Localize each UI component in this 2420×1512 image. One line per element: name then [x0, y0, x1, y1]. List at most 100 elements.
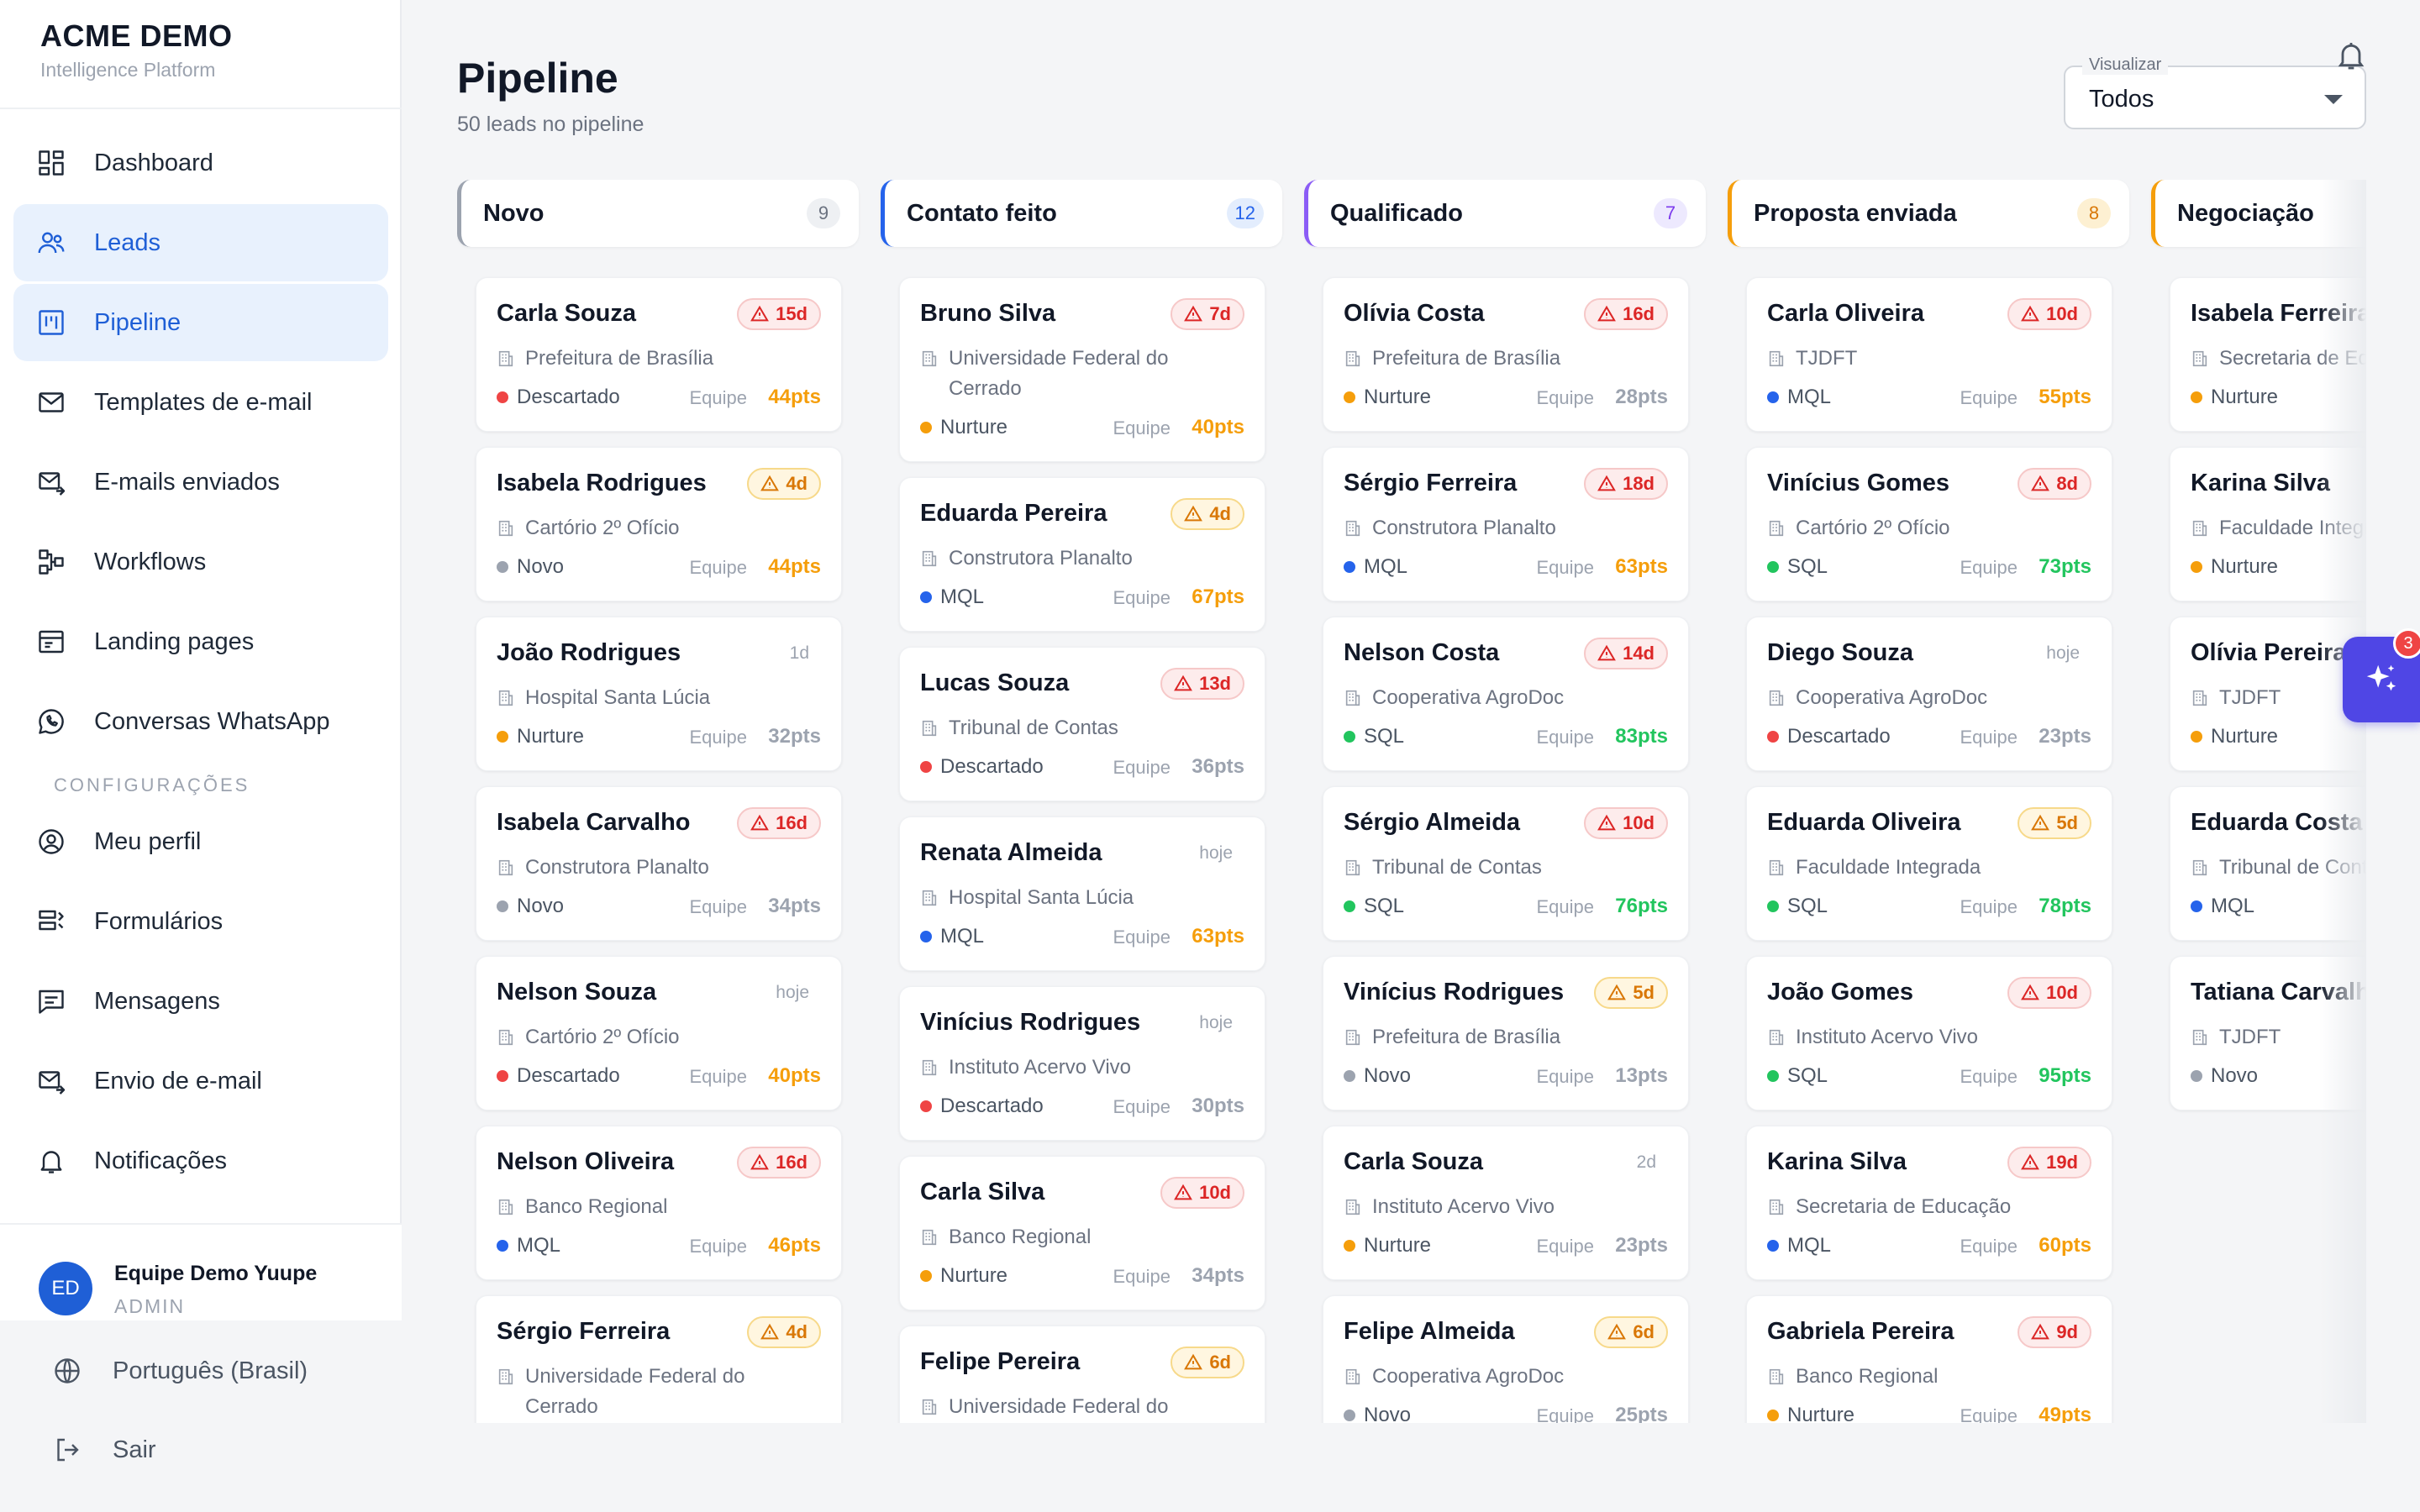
lead-card[interactable]: Vinícius Rodrigues hoje Instituto Acervo V…	[899, 986, 1265, 1141]
lead-card[interactable]: Vinícius Gomes 8d Cartório 2º Ofício SQL Equ…	[1746, 447, 2112, 601]
bell-icon[interactable]	[2334, 37, 2368, 74]
lead-card[interactable]: Olívia Costa 16d Prefeitura de Brasília Nur…	[1323, 277, 1689, 432]
lead-card[interactable]: Nelson Costa 14d Cooperativa AgroDoc SQL Equ…	[1323, 617, 1689, 771]
settings-item-1[interactable]: Formulários	[13, 883, 388, 960]
status-dot	[1344, 1070, 1355, 1082]
logout-button[interactable]: Sair	[52, 1435, 156, 1465]
settings-item-2[interactable]: Mensagens	[13, 963, 388, 1040]
lead-status: Descartado	[497, 386, 620, 409]
lead-card[interactable]: Karina Silva 19d Secretaria de Educação MQL…	[1746, 1126, 2112, 1280]
warning-icon	[760, 475, 780, 493]
status-dot	[1344, 1240, 1355, 1252]
warning-icon	[1184, 305, 1203, 323]
age-badge: 10d	[2007, 977, 2091, 1009]
settings-item-4[interactable]: Notificações	[13, 1122, 388, 1200]
language-selector[interactable]: Português (Brasil)	[52, 1356, 308, 1386]
lead-card[interactable]: Felipe Pereira 6d Universidade Federal do …	[899, 1326, 1265, 1423]
lead-owner: Equipe	[1113, 417, 1171, 438]
brand-name: ACME DEMO	[40, 18, 233, 53]
lead-card[interactable]: Isabela Carvalho 16d Construtora Planalto N…	[476, 786, 842, 941]
organization-name: Instituto Acervo Vivo	[949, 1056, 1132, 1079]
lead-organization: Cooperativa AgroDoc	[1344, 683, 1663, 713]
sidebar-item-landing-pages[interactable]: Landing pages	[13, 603, 388, 680]
lead-organization: Tribunal de Contas	[920, 713, 1239, 743]
lead-card[interactable]: Sérgio Ferreira 18d Construtora Planalto MQ…	[1323, 447, 1689, 601]
lead-card-footer: MQL Equipe 55pts	[1767, 386, 2091, 412]
sidebar-item-workflows[interactable]: Workflows	[13, 523, 388, 601]
lead-card[interactable]: Carla Souza 15d Prefeitura de Brasília Desc…	[476, 277, 842, 432]
lead-card[interactable]: Nelson Oliveira 16d Banco Regional MQL Equip…	[476, 1126, 842, 1280]
lead-status: Nurture	[1767, 1404, 1854, 1423]
user-profile[interactable]: ED Equipe Demo Yuupe ADMIN	[0, 1223, 402, 1320]
lead-name: João Rodrigues	[497, 639, 681, 666]
lead-organization: Instituto Acervo Vivo	[1344, 1192, 1663, 1222]
building-icon	[1767, 1362, 1796, 1392]
sidebar-item-leads[interactable]: Leads	[13, 204, 388, 281]
sidebar-item-templates-de-e-mail[interactable]: Templates de e-mail	[13, 364, 388, 441]
lead-card[interactable]: João Gomes 10d Instituto Acervo Vivo SQL Equ…	[1746, 956, 2112, 1110]
lead-organization: Prefeitura de Brasília	[1344, 1022, 1663, 1053]
lead-status: SQL	[1767, 895, 1828, 918]
sidebar-item-pipeline[interactable]: Pipeline	[13, 284, 388, 361]
lead-card-footer: MQL Equipe 67pts	[920, 585, 1244, 612]
organization-name: Instituto Acervo Vivo	[1796, 1026, 1979, 1048]
lead-card-footer: Descartado Equipe 40pts	[497, 1064, 821, 1091]
lead-card[interactable]: Lucas Souza 13d Tribunal de Contas Descarta…	[899, 647, 1265, 801]
sidebar-item-conversas-whatsapp[interactable]: Conversas WhatsApp	[13, 683, 388, 760]
lead-card[interactable]: Carla Silva 10d Banco Regional Nurture Equip…	[899, 1156, 1265, 1310]
sidebar-item-dashboard[interactable]: Dashboard	[13, 124, 388, 202]
language-label: Português (Brasil)	[113, 1357, 308, 1384]
lead-card[interactable]: Bruno Silva 7d Universidade Federal do Cer…	[899, 277, 1265, 462]
lead-owner: Equipe	[689, 1236, 747, 1257]
sidebar-item-e-mails-enviados[interactable]: E-mails enviados	[13, 444, 388, 521]
organization-name: Banco Regional	[949, 1226, 1092, 1248]
building-icon	[2191, 513, 2219, 543]
lead-name: Eduarda Oliveira	[1767, 809, 1961, 836]
column-header[interactable]: Contato feito 12	[881, 180, 1282, 247]
user-role: ADMIN	[114, 1295, 186, 1317]
age-badge: hoje	[1187, 1007, 1244, 1039]
lead-status: Nurture	[920, 1264, 1007, 1288]
settings-item-0[interactable]: Meu perfil	[13, 803, 388, 880]
column-header[interactable]: Novo 9	[457, 180, 859, 247]
lead-card[interactable]: Sérgio Almeida 10d Tribunal de Contas SQL Eq…	[1323, 786, 1689, 941]
building-icon	[920, 1222, 949, 1252]
age-badge-text: 10d	[1199, 1182, 1231, 1203]
lead-card[interactable]: Vinícius Rodrigues 5d Prefeitura de Brasíl…	[1323, 956, 1689, 1110]
avatar: ED	[39, 1262, 92, 1315]
lead-card-footer: MQL Equipe 63pts	[1344, 555, 1668, 582]
age-badge-text: 6d	[1633, 1321, 1655, 1342]
lead-name: João Gomes	[1767, 979, 1914, 1005]
age-badge-text: 4d	[786, 1321, 808, 1342]
lead-card-footer: Descartado Equipe 36pts	[920, 755, 1244, 782]
lead-status: Nurture	[2191, 386, 2278, 409]
lead-card[interactable]: Isabela Rodrigues 4d Cartório 2º Ofício Nov…	[476, 447, 842, 601]
column-header[interactable]: Proposta enviada 8	[1728, 180, 2129, 247]
lead-card[interactable]: Nelson Souza hoje Cartório 2º Ofício Descar…	[476, 956, 842, 1110]
lead-card[interactable]: Gabriela Pereira 9d Banco Regional Nurture E…	[1746, 1295, 2112, 1423]
lead-card[interactable]: Sérgio Ferreira 4d Universidade Federal do…	[476, 1295, 842, 1423]
column-header[interactable]: Qualificado 7	[1304, 180, 1706, 247]
lead-card[interactable]: Diego Souza hoje Cooperativa AgroDoc Descar…	[1746, 617, 2112, 771]
lead-card[interactable]: Eduarda Oliveira 5d Faculdade Integrada SQL…	[1746, 786, 2112, 941]
view-select[interactable]: Visualizar Todos	[2064, 55, 2366, 129]
building-icon	[2191, 344, 2219, 374]
lead-card[interactable]: Renata Almeida hoje Hospital Santa Lúcia MQ…	[899, 816, 1265, 971]
building-icon	[497, 1362, 525, 1422]
organization-name: Secretaria de Educação	[1796, 1195, 2012, 1218]
status-dot	[920, 1100, 932, 1112]
lead-card[interactable]: João Rodrigues 1d Hospital Santa Lúcia Nurt…	[476, 617, 842, 771]
lead-status-label: Novo	[517, 895, 565, 917]
globe-icon	[55, 1358, 80, 1383]
building-icon	[1767, 513, 1796, 543]
lead-card[interactable]: Felipe Almeida 6d Cooperativa AgroDoc Novo E…	[1323, 1295, 1689, 1423]
lead-status-label: SQL	[1787, 555, 1828, 578]
lead-card-footer: SQL Equipe 76pts	[1344, 895, 1668, 921]
settings-item-3[interactable]: Envio de e-mail	[13, 1042, 388, 1120]
lead-card-footer: Descartado Equipe 30pts	[920, 1095, 1244, 1121]
brand[interactable]: ACME DEMO Intelligence Platform	[40, 18, 233, 81]
lead-card[interactable]: Carla Oliveira 10d TJDFT MQL Equipe 55pts	[1746, 277, 2112, 432]
lead-card[interactable]: Eduarda Pereira 4d Construtora Planalto MQL…	[899, 477, 1265, 632]
lead-card[interactable]: Carla Souza 2d Instituto Acervo Vivo Nurtur…	[1323, 1126, 1689, 1280]
age-badge: 4d	[747, 468, 821, 500]
